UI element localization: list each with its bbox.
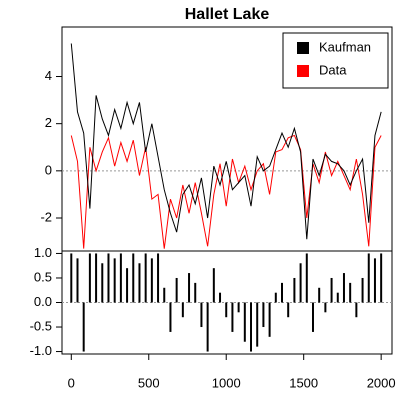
y-tick-label: 4 [45,68,52,83]
x-tick-label: 1000 [212,375,241,390]
y-tick-label: -2 [40,209,52,224]
y-tick-label: -1.0 [30,343,52,358]
y-tick-label: 1.0 [34,245,52,260]
y-tick-label: 0.0 [34,294,52,309]
y-tick-label: -0.5 [30,318,52,333]
x-tick-label: 500 [138,375,160,390]
x-tick-label: 0 [68,375,75,390]
legend-swatch [297,42,309,54]
y-tick-label: 2 [45,115,52,130]
y-tick-label: 0.5 [34,269,52,284]
data-line [70,134,382,249]
legend-label: Kaufman [319,39,371,54]
chart-title: Hallet Lake [185,6,270,23]
x-tick-label: 1500 [289,375,318,390]
data-line [70,43,382,240]
y-tick-label: 0 [45,162,52,177]
x-tick-label: 2000 [367,375,396,390]
legend-swatch [297,65,309,77]
legend-label: Data [319,62,347,77]
